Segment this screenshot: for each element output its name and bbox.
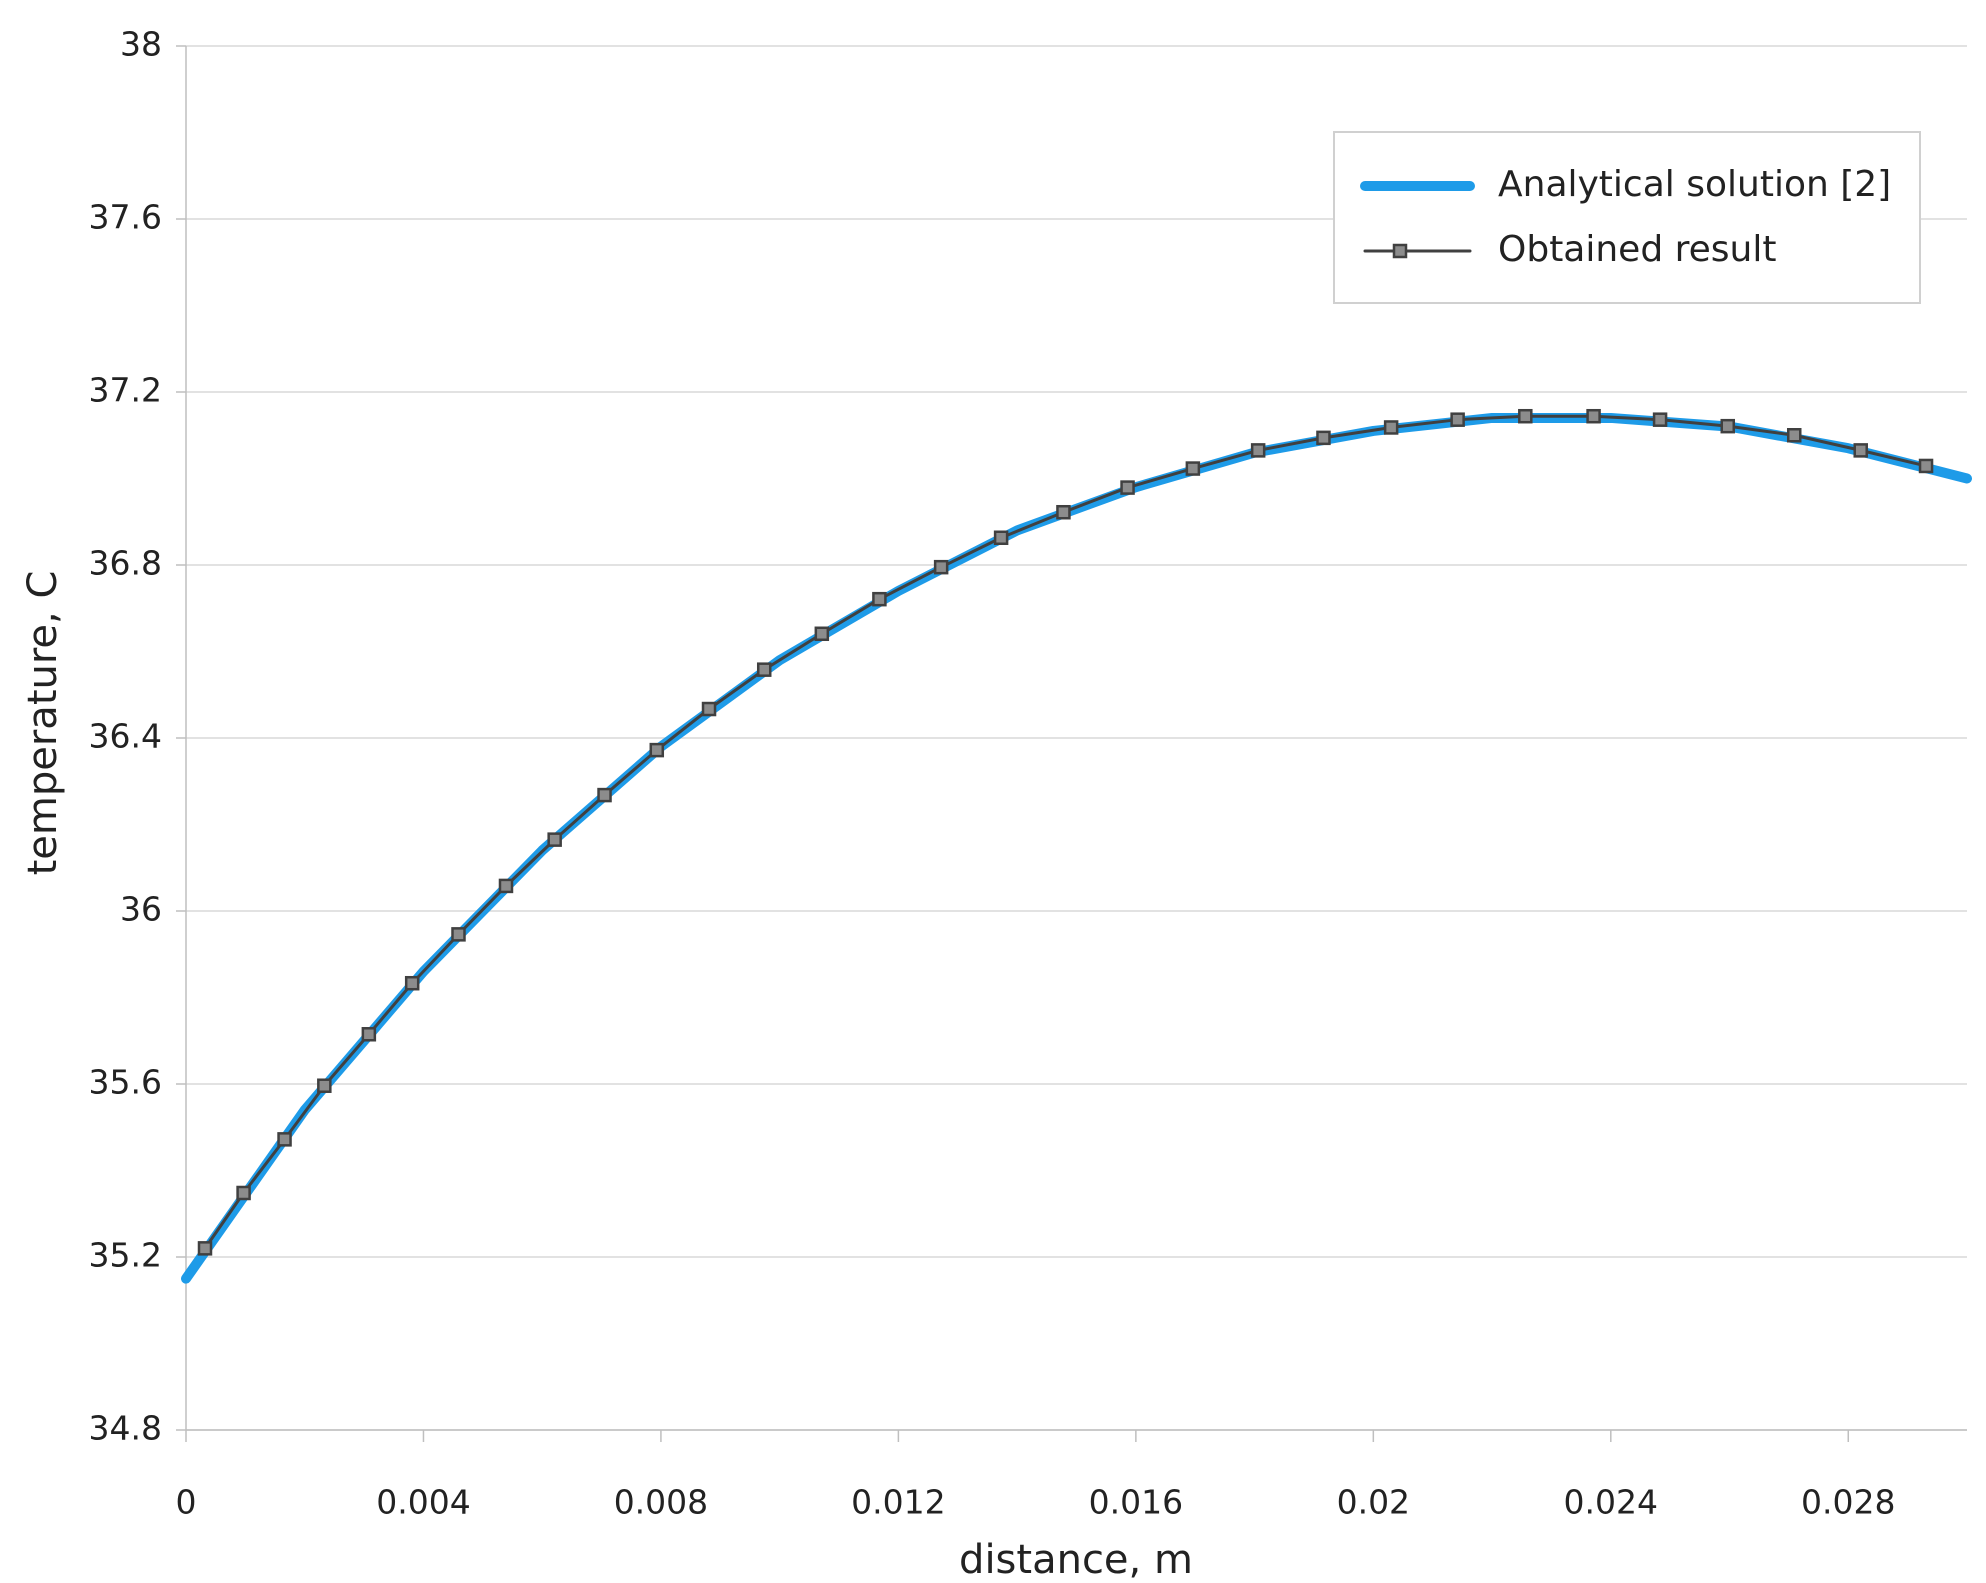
marker: [597, 787, 612, 803]
marker: [1056, 504, 1071, 520]
y-axis-title: temperature, C: [20, 571, 66, 876]
marker: [1450, 412, 1465, 427]
marker: [1853, 443, 1868, 458]
marker: [498, 878, 514, 894]
marker: [1586, 408, 1601, 424]
marker: [317, 1078, 332, 1093]
x-tick-label: 0.028: [1801, 1483, 1895, 1522]
marker: [701, 701, 717, 717]
y-tick-label: 36.8: [89, 544, 162, 583]
marker: [872, 591, 887, 607]
marker: [1786, 428, 1802, 443]
marker: [404, 975, 420, 991]
x-tick-label: 0.024: [1564, 1483, 1658, 1522]
marker: [1518, 408, 1533, 424]
y-tick-label: 37.2: [89, 371, 162, 410]
y-tick-label: 35.6: [89, 1063, 162, 1102]
legend-label: Analytical solution [2]: [1498, 164, 1891, 205]
marker: [236, 1185, 251, 1201]
x-tick-label: 0: [176, 1483, 197, 1522]
marker: [933, 559, 949, 575]
marker: [1720, 418, 1736, 434]
y-tick-label: 34.8: [89, 1409, 162, 1448]
marker: [451, 927, 466, 942]
marker: [547, 832, 562, 847]
marker: [1316, 430, 1331, 446]
y-tick-label: 38: [120, 25, 162, 64]
marker: [1185, 461, 1201, 476]
marker: [1652, 412, 1668, 427]
y-tick-label: 36.4: [89, 717, 162, 756]
marker: [1918, 458, 1934, 474]
x-tick-label: 0.016: [1089, 1483, 1183, 1522]
y-tick-label: 37.6: [89, 198, 162, 237]
x-tick-label: 0.008: [614, 1483, 708, 1522]
marker: [756, 662, 772, 677]
x-tick-label: 0.02: [1337, 1483, 1410, 1522]
series-line: [203, 414, 1928, 1250]
marker: [814, 626, 830, 642]
marker: [1383, 420, 1399, 435]
legend-label: Obtained result: [1498, 229, 1776, 270]
x-tick-label: 0.012: [851, 1483, 945, 1522]
marker: [1120, 480, 1135, 495]
x-axis-title: distance, m: [959, 1537, 1193, 1583]
y-tick-label: 36: [120, 890, 162, 929]
marker: [993, 530, 1009, 546]
marker: [649, 742, 665, 758]
marker: [361, 1027, 377, 1042]
legend-marker: [1392, 243, 1408, 259]
legend-box: [1333, 131, 1921, 304]
marker: [197, 1241, 213, 1256]
x-tick-label: 0.004: [376, 1483, 470, 1522]
marker: [1250, 443, 1266, 458]
y-tick-label: 35.2: [89, 1236, 162, 1275]
analytical-line: [181, 412, 1972, 1284]
marker: [277, 1132, 292, 1147]
